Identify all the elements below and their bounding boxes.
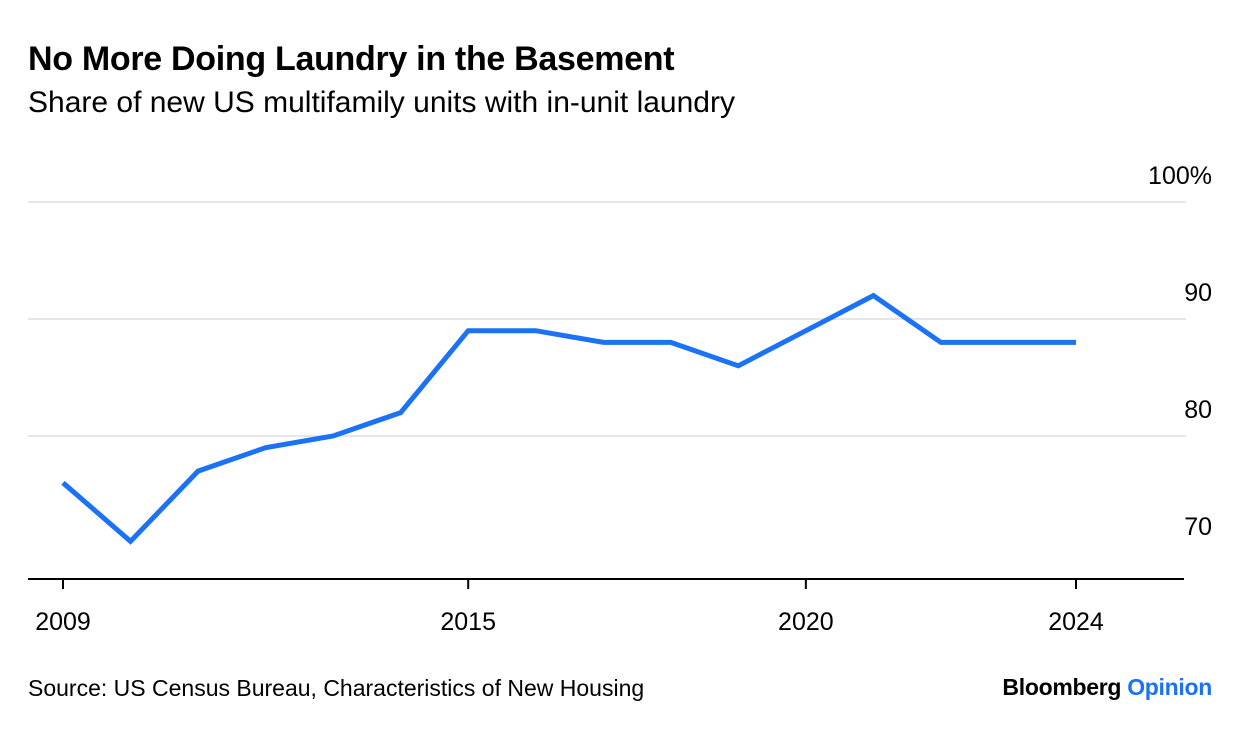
y-tick-label-90: 90 [1184, 279, 1212, 307]
brand-logo: Bloomberg Opinion [1002, 674, 1212, 701]
x-tick-label-2015: 2015 [440, 608, 496, 636]
y-tick-label-70: 70 [1184, 513, 1212, 541]
y-tick-label-100: 100% [1148, 162, 1212, 190]
source-note: Source: US Census Bureau, Characteristic… [28, 675, 645, 701]
chart-subtitle: Share of new US multifamily units with i… [28, 86, 735, 119]
chart-title: No More Doing Laundry in the Basement [28, 40, 675, 78]
brand-main: Bloomberg [1002, 674, 1122, 700]
x-tick-label-2024: 2024 [1048, 608, 1104, 636]
series-line-0 [61, 292, 1076, 545]
y-tick-label-80: 80 [1184, 396, 1212, 424]
brand-accent: Opinion [1127, 674, 1212, 700]
x-tick-label-2020: 2020 [778, 608, 834, 636]
x-tick-label-2009: 2009 [35, 608, 91, 636]
